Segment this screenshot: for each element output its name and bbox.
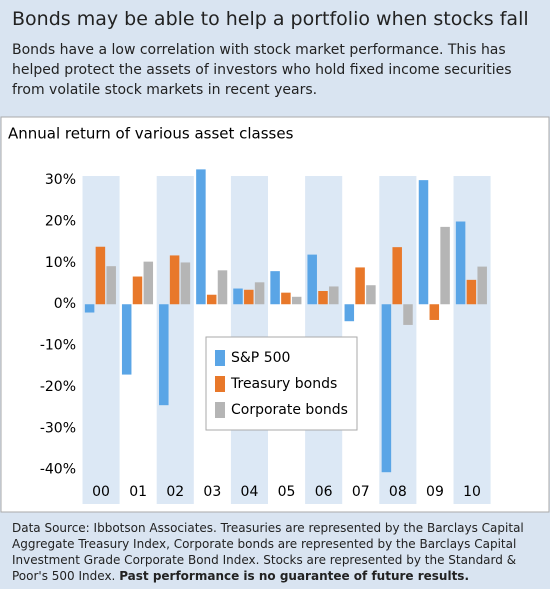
bar <box>355 267 365 305</box>
legend-swatch <box>215 350 225 366</box>
bar <box>307 254 317 305</box>
x-tick-label: 10 <box>463 484 481 500</box>
y-tick-label: -40% <box>40 462 76 478</box>
x-tick-label: 09 <box>426 484 444 500</box>
footnote-bold: Past performance is no guarantee of futu… <box>119 569 470 583</box>
page-title: Bonds may be able to help a portfolio wh… <box>12 8 529 30</box>
bar <box>254 282 265 305</box>
chart-title: Annual return of various asset classes <box>8 125 294 143</box>
legend-swatch <box>215 402 225 418</box>
x-tick-label: 01 <box>129 484 147 500</box>
x-tick-label: 02 <box>166 484 184 500</box>
bar <box>132 276 143 305</box>
y-tick-label: 20% <box>45 214 76 230</box>
bar <box>366 285 376 305</box>
bar <box>477 266 487 305</box>
x-tick-label: 06 <box>315 484 333 500</box>
bar <box>281 292 291 305</box>
x-tick-label: 04 <box>241 484 259 500</box>
bar <box>270 271 280 305</box>
bar <box>403 304 413 325</box>
y-tick-label: -20% <box>40 379 76 395</box>
y-tick-label: 30% <box>45 172 76 188</box>
legend-label: Treasury bonds <box>230 376 337 392</box>
bar <box>244 289 254 305</box>
bar <box>169 255 180 305</box>
legend-label: Corporate bonds <box>231 402 348 418</box>
bar <box>418 180 429 305</box>
bar <box>143 261 154 305</box>
bar <box>344 304 355 322</box>
bar <box>466 279 477 305</box>
bar <box>217 270 228 305</box>
bar <box>106 266 116 305</box>
bar <box>381 304 392 473</box>
bar <box>440 226 450 305</box>
x-tick-label: 05 <box>278 484 296 500</box>
bar <box>318 291 328 305</box>
x-tick-label: 08 <box>389 484 407 500</box>
footnote-text: Data Source: Ibbotson Associates. Treasu… <box>12 521 524 583</box>
bar <box>329 286 339 305</box>
y-tick-label: 10% <box>45 255 76 271</box>
y-tick-label: 0% <box>54 296 76 312</box>
bar <box>233 288 243 305</box>
x-tick-label: 07 <box>352 484 370 500</box>
bar <box>196 169 206 305</box>
column-band <box>82 176 120 504</box>
legend-box <box>205 336 358 431</box>
bar <box>455 221 466 305</box>
bar <box>291 296 302 305</box>
bar <box>206 294 217 305</box>
bar <box>392 247 402 305</box>
x-tick-label: 03 <box>203 484 221 500</box>
bar <box>121 304 132 375</box>
bar <box>429 304 440 320</box>
x-tick-label: 00 <box>92 484 110 500</box>
bar <box>180 262 191 305</box>
footnote: Data Source: Ibbotson Associates. Treasu… <box>12 520 542 584</box>
y-tick-label: -30% <box>40 420 76 436</box>
legend-swatch <box>215 376 225 392</box>
bar <box>159 304 169 406</box>
legend-label: S&P 500 <box>231 350 290 366</box>
bar <box>84 304 95 313</box>
bar <box>95 246 106 305</box>
y-tick-label: -10% <box>40 338 76 354</box>
subtitle: Bonds have a low correlation with stock … <box>12 42 512 98</box>
